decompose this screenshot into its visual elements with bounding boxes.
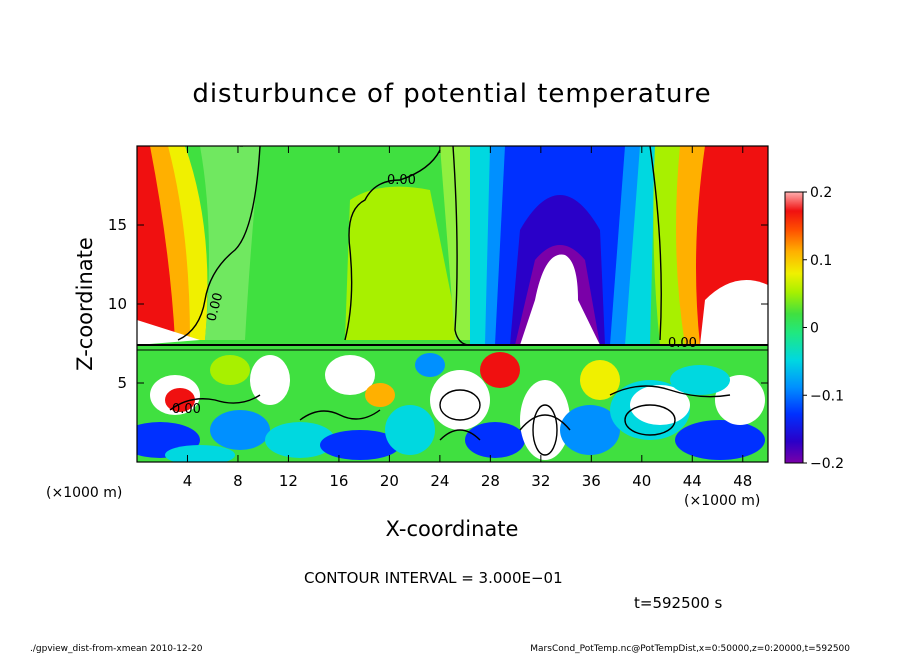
colorbar-tick-label: 0 [810, 321, 819, 337]
x-tick-label: 20 [380, 472, 399, 490]
y-tick-label: 5 [117, 374, 127, 392]
x-tick-label: 16 [329, 472, 348, 490]
contour-label: 0.00 [172, 402, 201, 417]
colorbar: 0.2 0.1 0 −0.1 −0.2 [784, 185, 844, 472]
contour-label: 0.00 [204, 291, 226, 323]
x-axis-label: X-coordinate [386, 517, 519, 541]
contour-lines [137, 146, 768, 456]
footer-left: ./gpview_dist-from-xmean 2010-12-20 [30, 644, 203, 654]
x-tick-label: 36 [582, 472, 601, 490]
x-tick-label: 8 [233, 472, 243, 490]
colorbar-tick-label: −0.2 [810, 456, 844, 472]
x-unit-right: (×1000 m) [684, 493, 760, 509]
y-tick-label: 15 [108, 216, 127, 234]
x-tick-label: 32 [531, 472, 550, 490]
colorbar-tick-label: −0.1 [810, 388, 844, 404]
y-axis-label: Z-coordinate [73, 237, 97, 371]
time-label: t=592500 s [634, 594, 722, 612]
x-unit-left: (×1000 m) [46, 485, 122, 501]
x-tick-label: 4 [183, 472, 193, 490]
contour-label: 0.00 [387, 173, 416, 188]
colorbar-gradient [784, 191, 804, 464]
chart-title: disturbunce of potential temperature [192, 79, 711, 109]
colorbar-tick-label: 0.1 [810, 253, 832, 269]
y-axis-ticks: 5 10 15 [108, 216, 768, 392]
x-tick-label: 12 [279, 472, 298, 490]
x-tick-label: 48 [733, 472, 752, 490]
colorbar-tick-label: 0.2 [810, 185, 832, 201]
x-axis-ticks: 4 8 12 16 20 24 28 32 36 40 44 48 [183, 146, 752, 490]
colorbar-ticks: 0.2 0.1 0 −0.1 −0.2 [803, 185, 844, 472]
x-tick-label: 28 [481, 472, 500, 490]
footer-right: MarsCond_PotTemp.nc@PotTempDist,x=0:5000… [530, 644, 850, 654]
y-tick-label: 10 [108, 295, 127, 313]
contour-interval: CONTOUR INTERVAL = 3.000E−01 [304, 569, 563, 587]
x-tick-label: 24 [430, 472, 449, 490]
plot-area: 0.00 0.00 0.00 0.00 [137, 146, 768, 462]
contour-label: 0.00 [668, 336, 697, 351]
x-tick-label: 44 [683, 472, 702, 490]
x-tick-label: 40 [632, 472, 651, 490]
